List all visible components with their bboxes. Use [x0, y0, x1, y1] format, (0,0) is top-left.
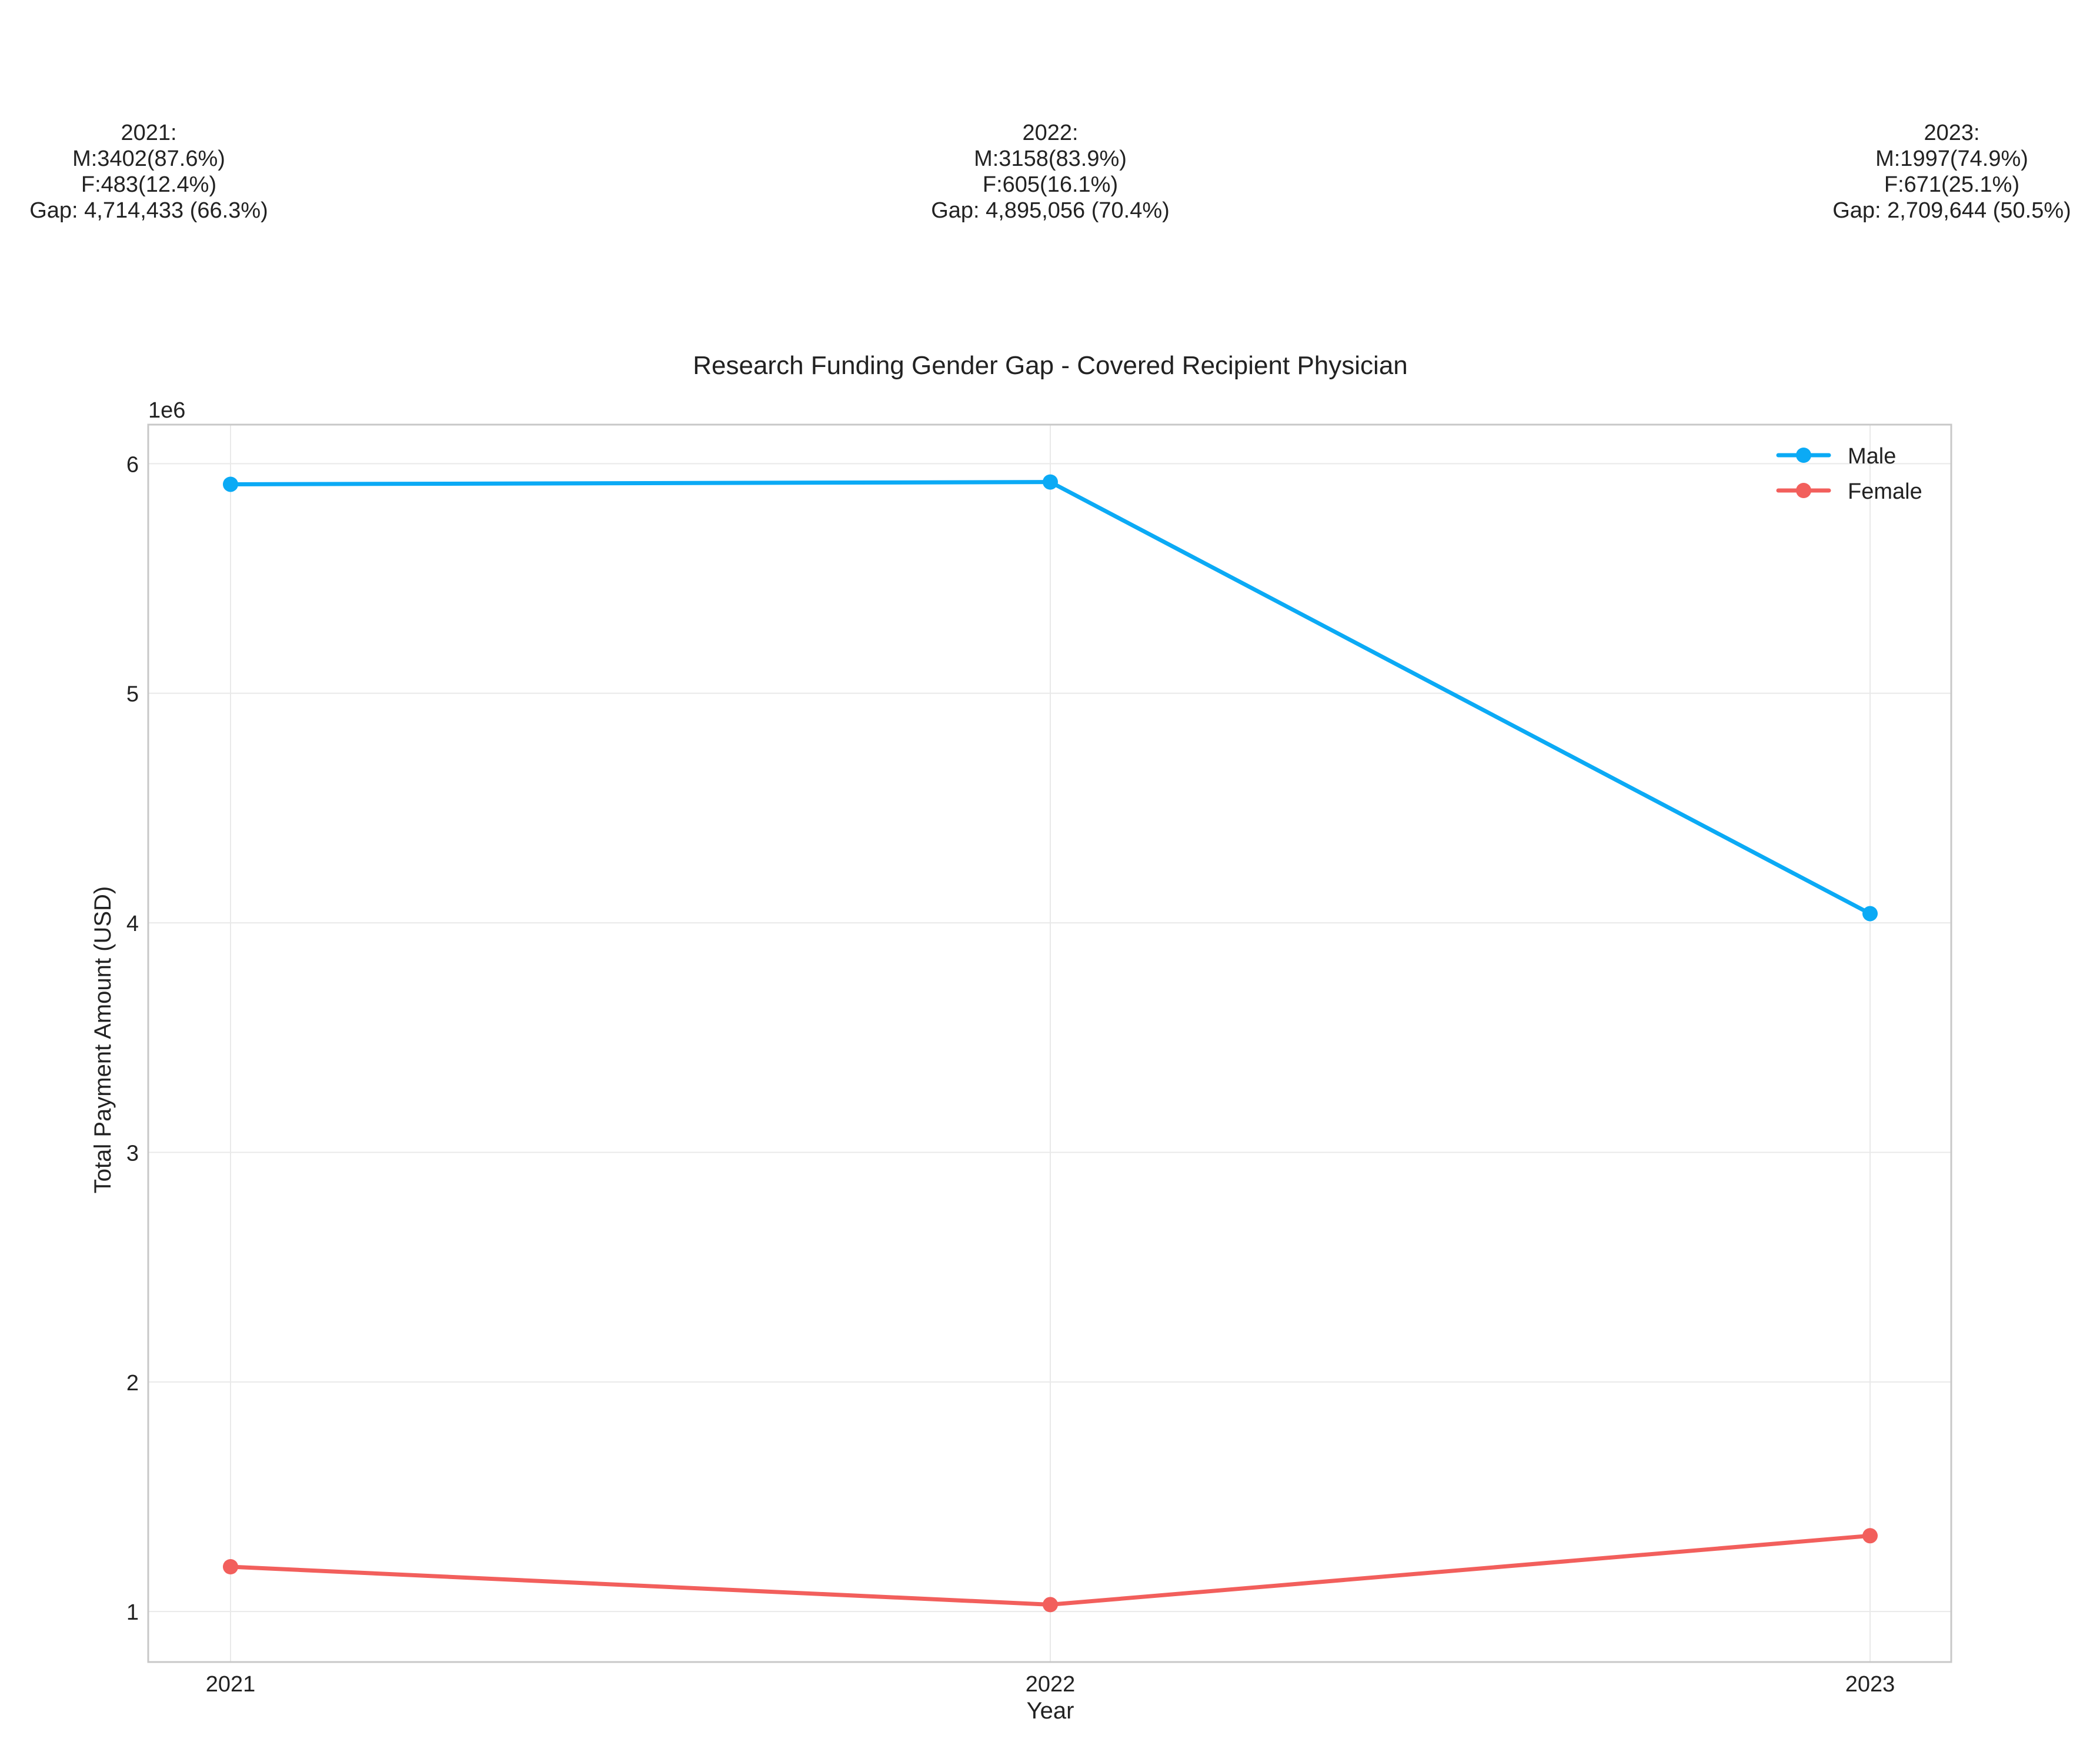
y-tick-label: 3: [126, 1141, 139, 1166]
annotation-line: Gap: 2,709,644 (50.5%): [1832, 198, 2071, 223]
y-axis-label: Total Payment Amount (USD): [90, 886, 116, 1193]
annotation-line: Gap: 4,895,056 (70.4%): [931, 198, 1170, 223]
data-point-male: [223, 476, 238, 492]
annotation-2022: 2022:M:3158(83.9%)F:605(16.1%)Gap: 4,895…: [931, 121, 1170, 223]
annotation-line: 2021:: [121, 121, 176, 145]
annotation-2021: 2021:M:3402(87.6%)F:483(12.4%)Gap: 4,714…: [29, 121, 268, 223]
y-axis-ticks: 1 2 3 4 5 6: [126, 452, 139, 1625]
data-point-male: [1862, 906, 1878, 922]
data-point-female: [1862, 1528, 1878, 1544]
legend: Male Female: [1776, 444, 1922, 504]
annotation-2023: 2023:M:1997(74.9%)F:671(25.1%)Gap: 2,709…: [1832, 121, 2071, 223]
annotations-group: 2021:M:3402(87.6%)F:483(12.4%)Gap: 4,714…: [29, 121, 2071, 223]
annotation-line: M:3402(87.6%): [72, 146, 225, 171]
legend-marker-male: [1796, 448, 1811, 463]
grid: [148, 425, 1951, 1662]
data-point-female: [1043, 1597, 1058, 1613]
y-tick-label: 2: [126, 1371, 139, 1396]
legend-label-male: Male: [1848, 444, 1896, 469]
y-axis-offset-label: 1e6: [148, 398, 185, 423]
y-tick-label: 5: [126, 682, 139, 707]
annotation-line: M:1997(74.9%): [1875, 146, 2028, 171]
x-tick-label: 2021: [206, 1672, 256, 1697]
annotation-line: M:3158(83.9%): [974, 146, 1127, 171]
x-axis-ticks: 2021 2022 2023: [206, 1672, 1895, 1697]
legend-label-female: Female: [1848, 479, 1922, 504]
annotation-line: F:483(12.4%): [81, 172, 216, 197]
y-tick-label: 4: [126, 912, 139, 936]
annotation-line: 2022:: [1022, 121, 1078, 145]
y-tick-label: 1: [126, 1600, 139, 1625]
x-axis-label: Year: [1027, 1698, 1074, 1724]
y-tick-label: 6: [126, 452, 139, 477]
plot-frame: [147, 423, 1952, 1663]
data-point-male: [1043, 474, 1058, 490]
annotation-line: F:605(16.1%): [983, 172, 1118, 197]
annotation-line: 2023:: [1924, 121, 1979, 145]
annotation-line: F:671(25.1%): [1884, 172, 2019, 197]
x-tick-label: 2022: [1026, 1672, 1076, 1697]
chart-title: Research Funding Gender Gap - Covered Re…: [693, 351, 1408, 380]
legend-marker-female: [1796, 483, 1811, 498]
annotation-line: Gap: 4,714,433 (66.3%): [29, 198, 268, 223]
series-layer: [223, 474, 1878, 1613]
data-point-female: [223, 1559, 238, 1575]
x-tick-label: 2023: [1845, 1672, 1895, 1697]
